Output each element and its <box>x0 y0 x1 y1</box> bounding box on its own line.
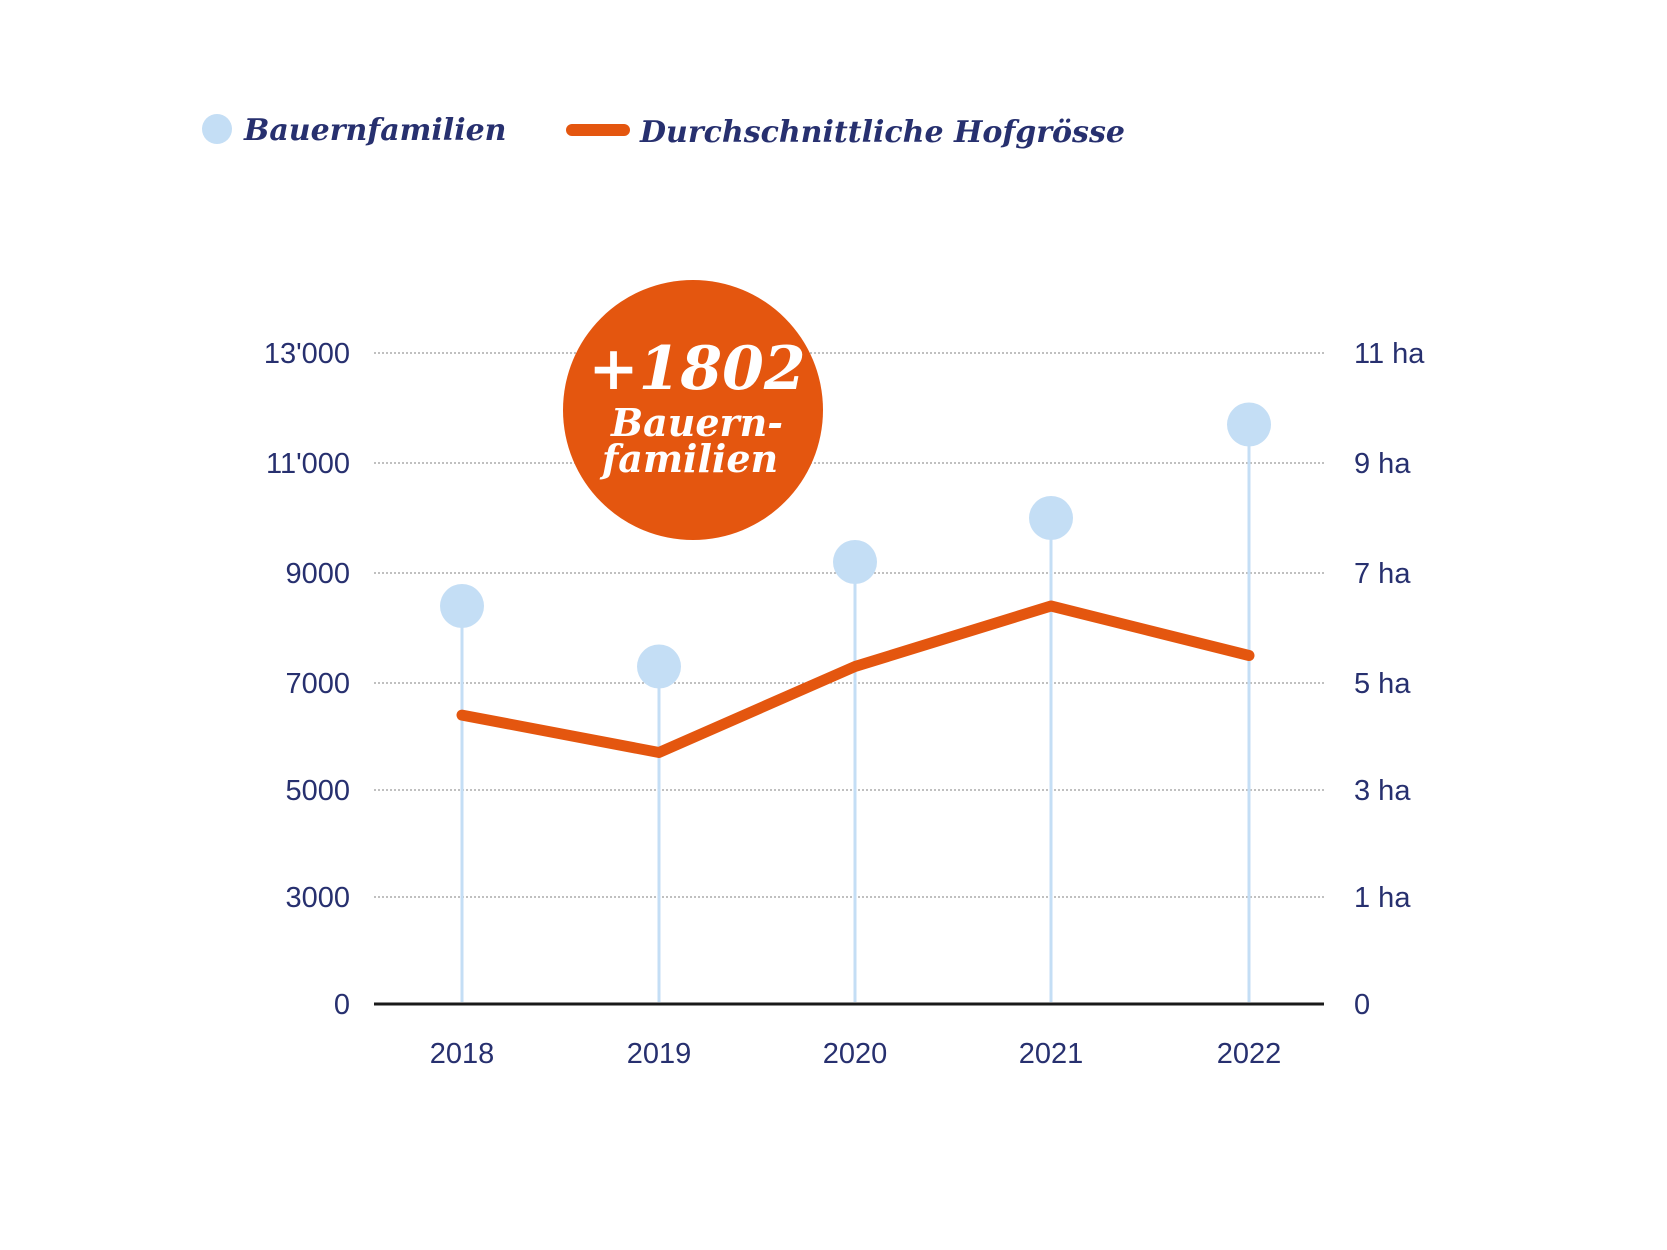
y-left-tick-label: 0 <box>334 989 350 1021</box>
y-axis-left: 0 3000 5000 7000 9000 11'000 13'000 <box>264 338 350 1021</box>
bauernfamilien-stems <box>460 424 1251 1002</box>
y-right-tick-label: 7 ha <box>1354 558 1411 590</box>
bauernfamilien-series <box>440 402 1271 689</box>
hofgroesse-series <box>456 600 1255 758</box>
callout-label-line2: familien <box>599 436 778 481</box>
y-right-tick-label: 9 ha <box>1354 448 1411 480</box>
callout-badge: +1802 Bauern- familien <box>563 280 823 540</box>
data-point <box>1029 496 1073 540</box>
gridlines <box>374 352 1324 898</box>
y-right-tick-label: 3 ha <box>1354 775 1411 807</box>
x-tick-label: 2019 <box>627 1038 692 1070</box>
x-tick-label: 2018 <box>430 1038 495 1070</box>
y-left-tick-label: 13'000 <box>264 338 350 370</box>
y-left-tick-label: 7000 <box>285 668 350 700</box>
data-point <box>637 644 681 689</box>
y-right-tick-label: 0 <box>1354 989 1370 1021</box>
legend-label-bauernfamilien: Bauernfamilien <box>243 113 507 148</box>
data-point <box>1227 402 1271 447</box>
x-tick-label: 2020 <box>823 1038 888 1070</box>
y-left-tick-label: 9000 <box>285 558 350 590</box>
x-tick-label: 2021 <box>1019 1038 1084 1070</box>
y-left-tick-label: 3000 <box>285 882 350 914</box>
data-point <box>440 584 484 628</box>
x-axis: 2018 2019 2020 2021 2022 <box>430 1038 1282 1070</box>
series-line <box>456 600 1255 758</box>
y-right-tick-label: 11 ha <box>1354 338 1425 370</box>
data-point <box>833 540 877 584</box>
x-tick-label: 2022 <box>1217 1038 1282 1070</box>
callout-label-line1: Bauern- <box>610 400 783 445</box>
callout-circle <box>563 280 823 540</box>
y-axis-right: 0 1 ha 3 ha 5 ha 7 ha 9 ha 11 ha <box>1354 338 1425 1021</box>
legend: Bauernfamilien Durchschnittliche Hofgrös… <box>202 113 1125 150</box>
y-left-tick-label: 11'000 <box>266 448 350 480</box>
y-right-tick-label: 5 ha <box>1354 668 1411 700</box>
callout-value: +1802 <box>588 334 805 404</box>
legend-label-hofgroesse: Durchschnittliche Hofgrösse <box>639 115 1125 150</box>
y-right-tick-label: 1 ha <box>1354 882 1411 914</box>
legend-dot-icon <box>202 114 232 144</box>
y-left-tick-label: 5000 <box>285 775 350 807</box>
